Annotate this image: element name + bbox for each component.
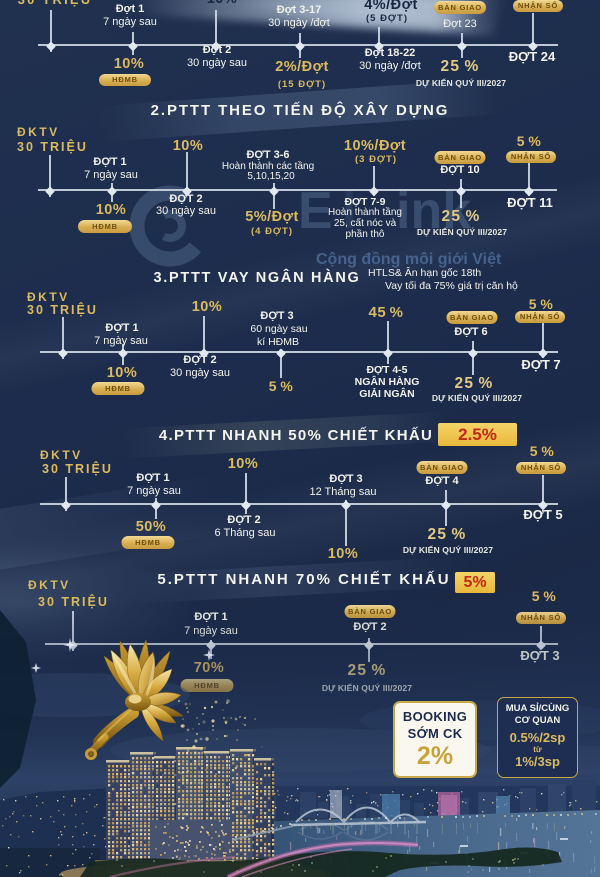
svg-text:l: l: [342, 182, 356, 240]
svg-text:Cộng đồng môi giới Việt: Cộng đồng môi giới Việt: [316, 251, 502, 268]
svg-text:E: E: [298, 182, 333, 240]
